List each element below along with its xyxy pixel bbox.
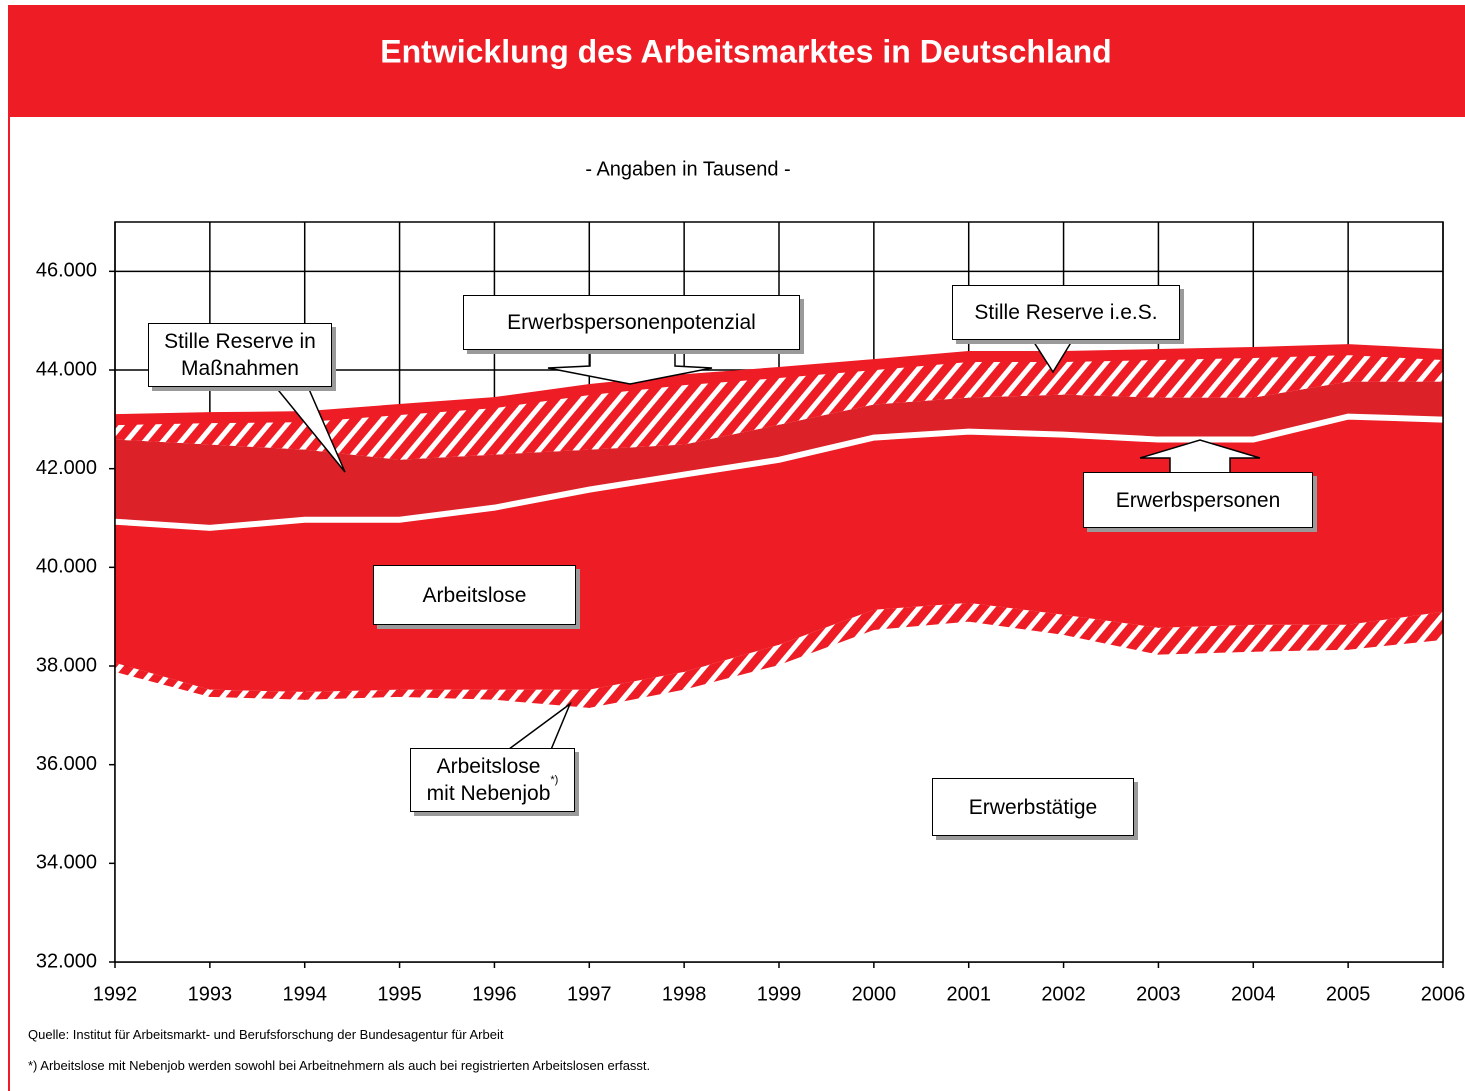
chart-title: Entwicklung des Arbeitsmarktes in Deutsc… <box>380 33 1111 69</box>
boundary-line <box>115 344 1443 426</box>
x-tick-label: 1998 <box>662 983 707 1005</box>
x-tick-label: 1999 <box>757 983 802 1005</box>
callout-text: Arbeitslose mit Nebenjob <box>426 755 551 805</box>
boundary-line <box>115 413 1443 531</box>
source-note: Quelle: Institut für Arbeitsmarkt- und B… <box>28 1027 504 1042</box>
header-bar <box>8 5 1465 117</box>
y-tick-label: 46.000 <box>36 260 97 282</box>
callout: Arbeitslose mit Nebenjob *) <box>410 748 575 812</box>
x-tick-label: 2003 <box>1136 983 1181 1005</box>
callout-pointers <box>268 335 1261 753</box>
footnote: *) Arbeitslose mit Nebenjob werden sowoh… <box>28 1058 651 1073</box>
x-tick-label: 2004 <box>1231 983 1276 1005</box>
y-tick-label: 44.000 <box>36 358 97 380</box>
x-tick-label: 1994 <box>282 983 327 1005</box>
x-tick-label: 1997 <box>567 983 612 1005</box>
x-tick-label: 2005 <box>1326 983 1371 1005</box>
x-tick-label: 1992 <box>93 983 138 1005</box>
x-tick-label: 2006 <box>1421 983 1465 1005</box>
page-border <box>8 117 10 1091</box>
y-tick-label: 32.000 <box>36 950 97 972</box>
area <box>115 602 1443 708</box>
x-tick-label: 1993 <box>188 983 233 1005</box>
pointer <box>1139 439 1261 475</box>
callout: Erwerbstätige <box>932 778 1134 836</box>
callout: Stille Reserve in Maßnahmen <box>148 323 332 387</box>
area <box>115 381 1443 528</box>
x-tick-label: 1996 <box>472 983 517 1005</box>
x-tick-label: 1995 <box>377 983 422 1005</box>
chart-subtitle: - Angaben in Tausend - <box>585 158 790 180</box>
area <box>115 621 1443 962</box>
area <box>115 344 1443 460</box>
callout: Erwerbspersonenpotenzial <box>463 295 800 350</box>
callout: Stille Reserve i.e.S. <box>952 285 1180 340</box>
callout: Erwerbspersonen <box>1083 472 1313 528</box>
axes: 32.000 34.000 36.000 38.000 40.000 42.000 44.0… <box>36 260 1465 1006</box>
y-tick-label: 40.000 <box>36 556 97 578</box>
y-tick-label: 38.000 <box>36 654 97 676</box>
x-tick-label: 2002 <box>1041 983 1086 1005</box>
footnote-marker: *) <box>550 773 559 786</box>
x-tick-label: 2001 <box>946 983 991 1005</box>
y-tick-label: 42.000 <box>36 457 97 479</box>
y-tick-label: 36.000 <box>36 753 97 775</box>
callout: Arbeitslose <box>373 565 576 625</box>
x-tick-label: 2000 <box>852 983 897 1005</box>
pointer <box>547 347 713 385</box>
y-tick-label: 34.000 <box>36 852 97 874</box>
areas <box>115 344 1443 962</box>
